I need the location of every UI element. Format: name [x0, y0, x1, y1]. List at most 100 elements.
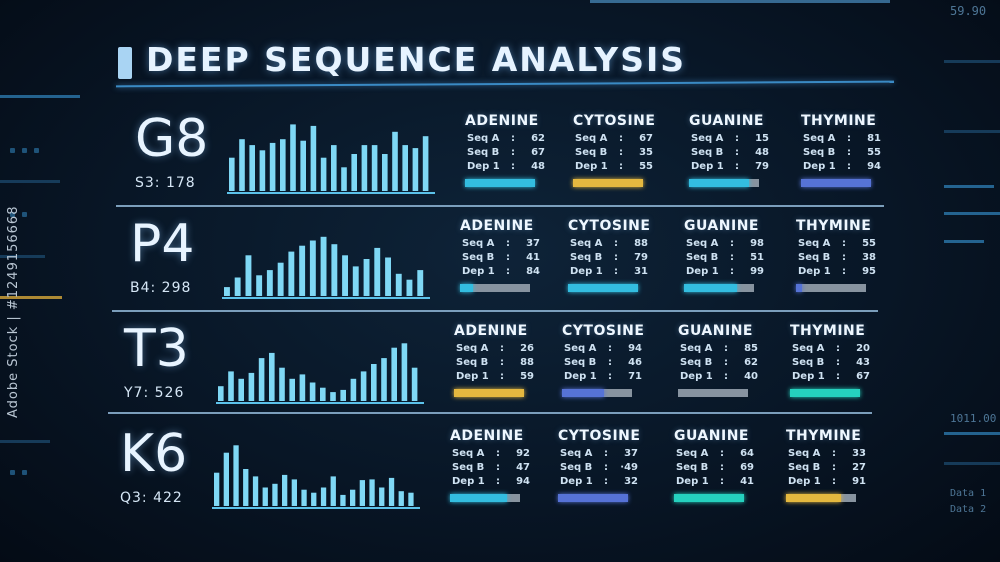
graph-bar [371, 364, 377, 401]
graph-bar [290, 124, 296, 191]
level-meter [796, 284, 866, 292]
right-edge-bar [944, 130, 1000, 133]
base-name: ADENINE [465, 113, 539, 129]
graph-bar [311, 492, 317, 506]
stat-value: 37 [526, 238, 540, 249]
graph-bar [320, 387, 326, 401]
stat-separator: : [506, 238, 510, 249]
stat-label: Dep 1 [564, 371, 597, 382]
stat-label: Dep 1 [803, 161, 836, 172]
graph-bar [280, 139, 286, 191]
stat-label: Seq B [570, 252, 603, 263]
base-column-cytosine: CYTOSINE Seq A: 88 Seq B: 79 Dep 1: 31 [568, 218, 658, 310]
base-name: ADENINE [460, 218, 534, 234]
stat-value: 71 [628, 371, 642, 382]
level-meter [454, 389, 524, 397]
right-readout: 1011.00 [950, 412, 997, 425]
stat-value: 92 [516, 448, 530, 459]
graph-bar [331, 145, 337, 191]
stat-value: 79 [755, 161, 769, 172]
stat-value: 59 [520, 371, 534, 382]
graph-bar [233, 445, 239, 506]
base-columns: ADENINE Seq A: 62 Seq B: 67 Dep 1: 48 CYTOSINE S… [465, 113, 897, 205]
graph-bar [320, 236, 327, 296]
stat-label: Seq B [680, 357, 713, 368]
stat-value: 88 [634, 238, 648, 249]
right-edge-bar [944, 60, 1000, 63]
graph-bar [309, 382, 316, 401]
graph-bar [371, 145, 378, 191]
base-columns: ADENINE Seq A: 92 Seq B: 47 Dep 1: 94 CYTOSINE S… [450, 428, 882, 520]
stat-label: Seq B [803, 147, 836, 158]
stat-label: Seq A [691, 133, 724, 144]
stat-line-seq-b: Seq B: 35 [575, 147, 663, 158]
left-edge-bar [0, 440, 50, 443]
stat-value: 40 [744, 371, 758, 382]
stat-label: Dep 1 [680, 371, 713, 382]
level-meter-fill [450, 494, 508, 502]
top-edge-line [590, 0, 890, 3]
stat-label: Seq A [560, 448, 593, 459]
base-column-adenine: ADENINE Seq A: 92 Seq B: 47 Dep 1: 94 [450, 428, 540, 520]
level-meter-fill [684, 284, 737, 292]
stat-separator: : [847, 161, 851, 172]
stat-separator: : [720, 462, 724, 473]
level-meter [786, 494, 856, 502]
stat-line-seq-a: Seq A: 55 [798, 238, 886, 249]
graph-bar [369, 479, 375, 506]
level-meter-fill [689, 179, 749, 187]
stat-line-seq-b: Seq B: 38 [798, 252, 886, 263]
stat-value: 91 [852, 476, 866, 487]
stat-line-dep-1: Dep 1: 41 [676, 476, 764, 487]
stat-label: Seq B [788, 462, 821, 473]
stat-separator: : [847, 147, 851, 158]
level-meter [568, 284, 638, 292]
graph-bar [398, 491, 404, 506]
base-name: CYTOSINE [573, 113, 656, 129]
graph-bar [223, 452, 229, 506]
stat-separator: : [724, 357, 728, 368]
base-name: CYTOSINE [568, 218, 651, 234]
graph-bar [340, 494, 346, 506]
graph-baseline [216, 402, 424, 404]
graph-bar [391, 347, 397, 401]
graph-bar [382, 154, 388, 191]
level-meter-fill [454, 389, 524, 397]
stat-separator: : [604, 476, 608, 487]
stat-line-dep-1: Dep 1: 84 [462, 266, 550, 277]
stat-line-seq-b: Seq B: ·49 [560, 462, 648, 473]
stat-value: 33 [852, 448, 866, 459]
stat-line-seq-b: Seq B: 55 [803, 147, 891, 158]
stat-label: Dep 1 [467, 161, 500, 172]
stat-line-seq-b: Seq B: 46 [564, 357, 652, 368]
stat-value: 62 [744, 357, 758, 368]
base-column-adenine: ADENINE Seq A: 62 Seq B: 67 Dep 1: 48 [465, 113, 555, 205]
stat-separator: : [500, 343, 504, 354]
right-edge-bar [944, 240, 984, 243]
level-meter [465, 179, 535, 187]
graph-bar [266, 270, 273, 296]
stat-separator: : [735, 133, 739, 144]
graph-bar [243, 469, 249, 506]
graph-baseline [227, 192, 435, 194]
stat-separator: : [836, 343, 840, 354]
level-meter-fill [573, 179, 643, 187]
stat-value: 55 [862, 238, 876, 249]
row-separator [108, 412, 872, 414]
stat-separator: : [842, 266, 846, 277]
base-name: ADENINE [454, 323, 528, 339]
stat-label: Dep 1 [676, 476, 709, 487]
level-meter [573, 179, 643, 187]
stat-separator: : [511, 161, 515, 172]
right-readout: 59.90 [950, 4, 987, 18]
stat-line-seq-a: Seq A: 62 [467, 133, 555, 144]
stat-separator: : [604, 448, 608, 459]
stat-separator: : [608, 371, 612, 382]
graph-bar [310, 125, 317, 191]
graph-bar [412, 148, 419, 191]
stat-value: 48 [531, 161, 545, 172]
stat-separator: : [847, 133, 851, 144]
graph-bar [406, 279, 413, 296]
sequence-sub-id: Y7: 526 [124, 385, 185, 401]
page-title: DEEP SEQUENCE ANALYSIS [146, 40, 687, 79]
